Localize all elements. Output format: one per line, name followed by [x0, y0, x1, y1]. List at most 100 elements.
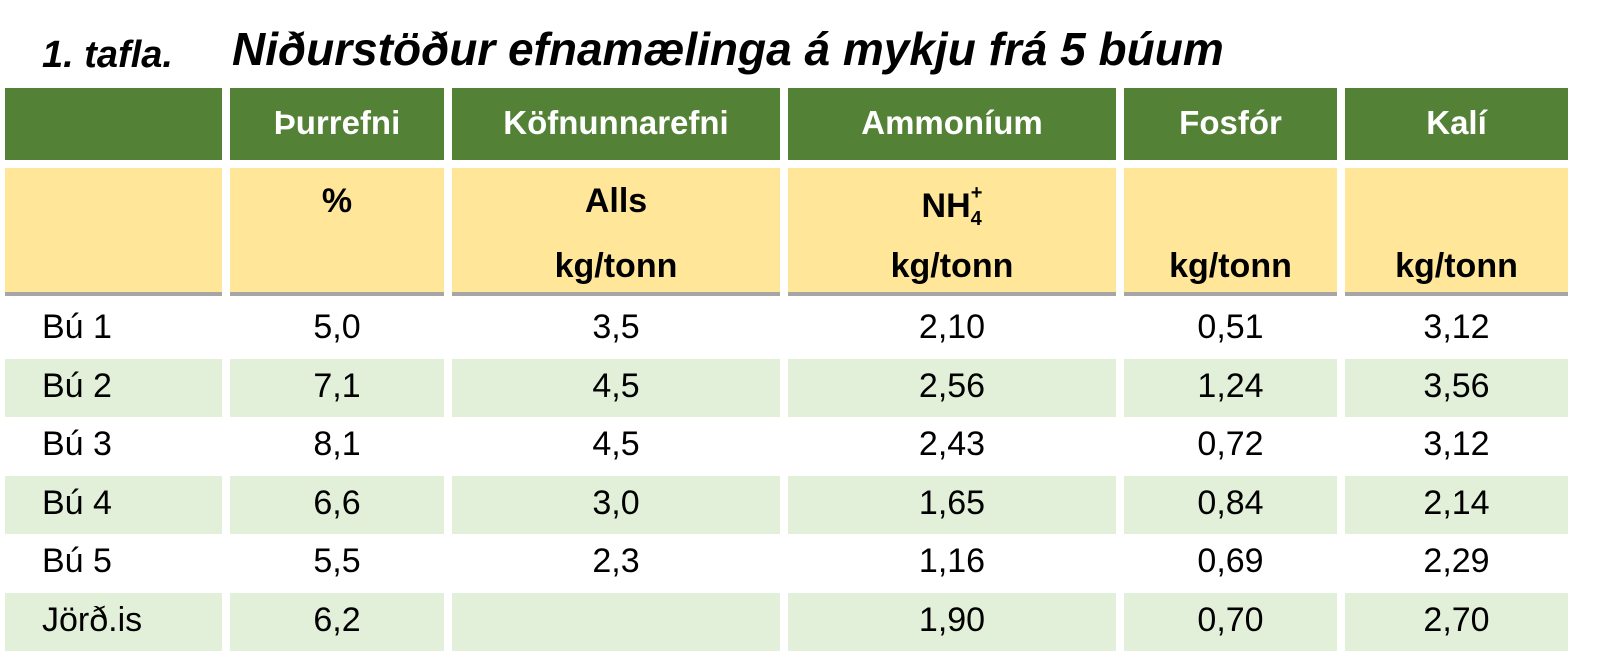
unit-cell [5, 168, 222, 296]
data-cell: 1,24 [1124, 358, 1337, 417]
formula-sup: + [970, 182, 983, 204]
data-cell: 3,12 [1345, 300, 1568, 359]
cell-value: 2,70 [1423, 600, 1490, 639]
data-cell: 2,70 [1345, 592, 1568, 651]
column-header: Köfnunnarefni [503, 104, 729, 141]
data-cell: 3,0 [452, 475, 780, 534]
unit-cell: kg/tonn [1345, 168, 1568, 296]
row-label: Bú 4 [42, 483, 112, 522]
data-cell: 0,69 [1124, 534, 1337, 593]
data-cell: 2,14 [1345, 475, 1568, 534]
data-cell: 2,56 [788, 358, 1116, 417]
data-cell: 5,5 [230, 534, 444, 593]
data-cell: 4,5 [452, 417, 780, 476]
row-label: Bú 5 [42, 542, 112, 580]
header-cell: Fosfór [1124, 88, 1337, 160]
data-cell: 2,3 [452, 534, 780, 593]
data-cell: 6,2 [230, 592, 444, 651]
cell-value: 2,14 [1423, 483, 1490, 522]
data-cell: 2,29 [1345, 534, 1568, 593]
data-cell: 2,43 [788, 417, 1116, 476]
formula-base: NH [921, 187, 971, 225]
cell-value: 5,5 [313, 542, 361, 580]
data-cell: 1,65 [788, 475, 1116, 534]
cell-value: 2,29 [1423, 542, 1490, 580]
cell-value: 7,1 [313, 366, 361, 405]
header-cell [5, 88, 222, 160]
data-cell: 3,5 [452, 300, 780, 359]
unit-line: Alls [584, 182, 648, 220]
data-cell: 0,72 [1124, 417, 1337, 476]
data-cell: Bú 3 [5, 417, 222, 476]
unit-cell: % [230, 168, 444, 296]
unit-line: kg/tonn [890, 247, 1014, 285]
row-label: Bú 3 [42, 425, 112, 463]
cell-value: 0,72 [1197, 425, 1264, 463]
cell-value: 2,56 [918, 366, 986, 405]
unit-cell: NH4 + kg/tonn [788, 168, 1116, 296]
unit-cell: Alls kg/tonn [452, 168, 780, 296]
row-label: Jörð.is [42, 600, 143, 639]
cell-value: 1,65 [918, 483, 986, 522]
header-cell: Ammoníum [788, 88, 1116, 160]
cell-value: 0,51 [1197, 308, 1264, 346]
cell-value: 1,16 [918, 542, 986, 580]
cell-value: 3,0 [592, 483, 640, 522]
data-cell: 7,1 [230, 358, 444, 417]
row-label: Bú 2 [42, 366, 112, 405]
data-cell: 1,90 [788, 592, 1116, 651]
unit-line: % [321, 182, 353, 220]
cell-value: 1,24 [1197, 366, 1264, 405]
data-cell: 5,0 [230, 300, 444, 359]
cell-value: 4,5 [592, 366, 640, 405]
cell-value: 2,3 [592, 542, 640, 580]
cell-value: 3,12 [1423, 425, 1490, 463]
data-cell: 0,51 [1124, 300, 1337, 359]
cell-value: 2,10 [918, 308, 986, 346]
row-label: Bú 1 [42, 308, 112, 346]
formula-sub: 4 [970, 208, 982, 230]
header-cell: Þurrefni [230, 88, 444, 160]
unit-formula: NH4 + [788, 182, 1116, 231]
unit-line: kg/tonn [1169, 247, 1292, 285]
unit-cell: kg/tonn [1124, 168, 1337, 296]
cell-value: 0,69 [1197, 542, 1264, 580]
column-header: Ammoníum [861, 104, 1043, 141]
data-cell: Jörð.is [5, 592, 222, 651]
cell-value: 2,43 [918, 425, 986, 463]
cell-value: 0,84 [1197, 483, 1264, 522]
data-cell: Bú 2 [5, 358, 222, 417]
data-cell: 6,6 [230, 475, 444, 534]
cell-value: 3,56 [1423, 366, 1490, 405]
header-cell: Köfnunnarefni [452, 88, 780, 160]
data-cell: 1,16 [788, 534, 1116, 593]
column-header: Þurrefni [273, 104, 401, 141]
cell-value: 0,70 [1197, 600, 1264, 639]
cell-value: 1,90 [918, 600, 986, 639]
data-cell: Bú 5 [5, 534, 222, 593]
cell-value: 3,12 [1423, 308, 1490, 346]
cell-value: 4,5 [592, 425, 640, 463]
data-cell: 3,12 [1345, 417, 1568, 476]
column-header: Kalí [1426, 104, 1487, 141]
cell-value: 6,2 [313, 600, 361, 639]
cell-value: 5,0 [313, 308, 361, 346]
cell-value: 8,1 [313, 425, 361, 463]
data-cell: 3,56 [1345, 358, 1568, 417]
data-cell: 0,70 [1124, 592, 1337, 651]
table-title: Niðurstöður efnamælinga á mykju frá 5 bú… [232, 23, 1224, 75]
cell-value: 3,5 [592, 308, 640, 346]
data-cell: Bú 1 [5, 300, 222, 359]
data-cell: 8,1 [230, 417, 444, 476]
header-cell: Kalí [1345, 88, 1568, 160]
table-number: 1. tafla. [42, 34, 173, 76]
unit-line: kg/tonn [1395, 247, 1518, 285]
unit-line: kg/tonn [554, 247, 678, 285]
column-header: Fosfór [1179, 104, 1282, 141]
data-cell: 2,10 [788, 300, 1116, 359]
data-cell [452, 592, 780, 651]
data-cell: Bú 4 [5, 475, 222, 534]
data-cell: 4,5 [452, 358, 780, 417]
data-cell: 0,84 [1124, 475, 1337, 534]
